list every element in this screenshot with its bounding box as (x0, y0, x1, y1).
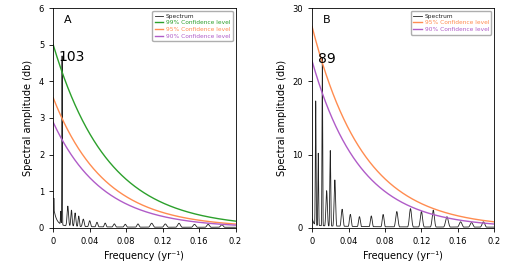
Spectrum (319, 56, 325, 60)
90% Confidence level (309, 59, 315, 63)
Spectrum (341, 222, 347, 225)
95% Confidence level (120, 193, 126, 196)
95% Confidence level (488, 220, 494, 223)
Spectrum (229, 225, 235, 229)
90% Confidence level (491, 222, 497, 226)
Spectrum (309, 217, 315, 221)
90% Confidence level (120, 201, 126, 204)
Spectrum (59, 54, 65, 58)
Line: Spectrum: Spectrum (312, 58, 494, 227)
95% Confidence level (330, 92, 336, 95)
95% Confidence level (229, 222, 235, 225)
90% Confidence level (387, 193, 393, 197)
Spectrum (71, 220, 77, 223)
95% Confidence level (50, 96, 56, 100)
90% Confidence level (229, 223, 235, 227)
90% Confidence level (82, 171, 88, 174)
Spectrum (209, 225, 215, 229)
Spectrum (128, 225, 134, 229)
95% Confidence level (387, 182, 393, 185)
Y-axis label: Spectral amplitude (db): Spectral amplitude (db) (23, 60, 33, 176)
Text: B: B (323, 15, 331, 25)
Line: 95% Confidence level: 95% Confidence level (53, 98, 236, 224)
Text: A: A (64, 15, 72, 25)
X-axis label: Frequency (yr⁻¹): Frequency (yr⁻¹) (363, 251, 443, 261)
Line: Spectrum: Spectrum (53, 56, 236, 227)
99% Confidence level (71, 101, 77, 104)
Spectrum (50, 197, 56, 200)
Spectrum (233, 225, 239, 229)
Spectrum (491, 225, 497, 229)
90% Confidence level (341, 140, 347, 143)
Spectrum (379, 220, 385, 223)
99% Confidence level (229, 219, 235, 222)
99% Confidence level (209, 216, 215, 219)
Line: 90% Confidence level: 90% Confidence level (53, 122, 236, 225)
Spectrum (387, 225, 393, 229)
Spectrum (120, 225, 126, 229)
95% Confidence level (71, 140, 77, 143)
90% Confidence level (233, 224, 239, 227)
Legend: Spectrum, 99% Confidence level, 95% Confidence level, 90% Confidence level: Spectrum, 99% Confidence level, 95% Conf… (152, 11, 233, 41)
Line: 90% Confidence level: 90% Confidence level (312, 61, 494, 224)
Spectrum (468, 221, 474, 224)
90% Confidence level (71, 157, 77, 160)
99% Confidence level (82, 123, 88, 127)
Text: 103: 103 (59, 50, 85, 64)
99% Confidence level (233, 219, 239, 223)
95% Confidence level (309, 25, 315, 28)
99% Confidence level (120, 175, 126, 178)
90% Confidence level (209, 222, 215, 225)
Spectrum (488, 225, 494, 229)
Line: 99% Confidence level: 99% Confidence level (53, 45, 236, 221)
95% Confidence level (128, 198, 134, 201)
90% Confidence level (128, 205, 134, 208)
95% Confidence level (468, 217, 474, 220)
95% Confidence level (341, 117, 347, 120)
90% Confidence level (330, 118, 336, 121)
90% Confidence level (379, 187, 385, 191)
Legend: Spectrum, 95% Confidence level, 90% Confidence level: Spectrum, 95% Confidence level, 90% Conf… (411, 11, 491, 34)
X-axis label: Frequency (yr⁻¹): Frequency (yr⁻¹) (104, 251, 185, 261)
99% Confidence level (128, 182, 134, 185)
90% Confidence level (488, 222, 494, 225)
90% Confidence level (468, 220, 474, 223)
95% Confidence level (379, 174, 385, 177)
95% Confidence level (233, 222, 239, 226)
99% Confidence level (50, 43, 56, 47)
Spectrum (330, 224, 336, 228)
Spectrum (82, 224, 88, 227)
Line: 95% Confidence level: 95% Confidence level (312, 26, 494, 222)
90% Confidence level (50, 121, 56, 124)
95% Confidence level (491, 220, 497, 224)
95% Confidence level (82, 156, 88, 160)
Y-axis label: Spectral amplitude (db): Spectral amplitude (db) (277, 60, 287, 176)
Text: 89: 89 (318, 52, 336, 66)
95% Confidence level (209, 220, 215, 224)
